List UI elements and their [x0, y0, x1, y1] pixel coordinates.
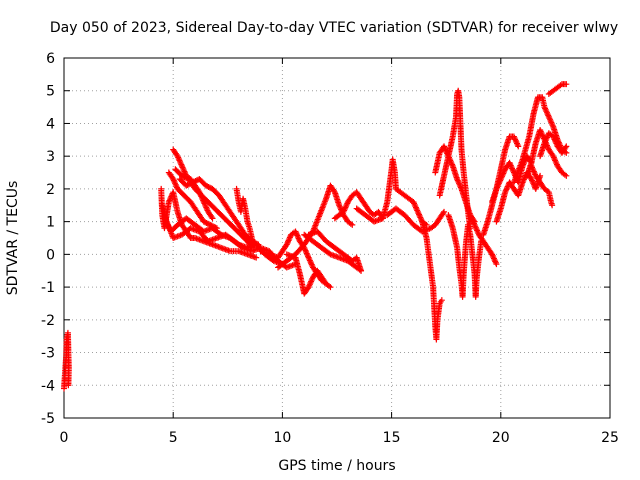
data-point	[207, 221, 214, 228]
data-point	[183, 182, 190, 189]
data-point	[203, 219, 210, 226]
data-point	[178, 172, 185, 179]
data-point	[181, 174, 188, 181]
data-point	[213, 225, 220, 232]
y-axis-ticks: -5 -4 -3 -2 -1 0 1 2 3 4 5 6	[41, 51, 610, 427]
y-tick-label: -3	[41, 346, 55, 362]
data-point	[188, 180, 195, 187]
y-tick-label: -4	[41, 378, 55, 394]
data-point	[330, 187, 337, 194]
data-point	[187, 180, 194, 187]
y-tick-label: 5	[46, 84, 55, 100]
data-point	[515, 143, 522, 150]
data-point	[211, 223, 218, 230]
chart-title: Day 050 of 2023, Sidereal Day-to-day VTE…	[50, 20, 618, 36]
y-tick-label: 4	[46, 116, 55, 132]
data-point	[209, 215, 216, 222]
data-points	[61, 81, 570, 392]
data-point	[562, 144, 569, 151]
data-point	[202, 182, 209, 189]
x-axis-label: GPS time / hours	[278, 458, 395, 474]
data-point	[247, 243, 254, 250]
data-point	[180, 173, 187, 180]
data-point	[327, 284, 334, 291]
data-point	[543, 108, 550, 115]
data-point	[209, 223, 216, 230]
y-tick-label: 2	[46, 182, 55, 198]
data-point	[206, 221, 213, 228]
data-point	[254, 240, 261, 247]
data-point	[182, 174, 189, 181]
data-point	[563, 81, 570, 88]
y-tick-label: 1	[46, 215, 55, 231]
data-point	[204, 220, 211, 227]
data-point	[191, 178, 198, 185]
y-tick-label: -1	[41, 280, 55, 296]
data-point	[358, 267, 365, 274]
data-point	[184, 181, 191, 188]
y-tick-label: 3	[46, 149, 55, 165]
data-point	[208, 214, 215, 221]
data-point	[202, 219, 209, 226]
data-point	[563, 143, 570, 150]
plot-frame	[63, 57, 611, 419]
y-tick-label: 0	[46, 247, 55, 263]
x-tick-label: 5	[169, 430, 178, 446]
data-point	[440, 210, 447, 217]
data-point	[251, 241, 258, 248]
data-point	[65, 382, 72, 389]
y-tick-label: -2	[41, 313, 55, 329]
y-tick-label: 6	[46, 51, 55, 67]
data-point	[200, 218, 207, 225]
data-point	[549, 202, 556, 209]
x-tick-label: 0	[60, 430, 69, 446]
data-point	[253, 254, 260, 261]
data-point	[563, 172, 570, 179]
y-axis-label: SDTVAR / TECUs	[5, 181, 21, 296]
data-point	[212, 224, 219, 231]
x-tick-label: 10	[273, 430, 291, 446]
data-point	[185, 181, 192, 188]
data-point	[206, 184, 213, 191]
data-point	[438, 297, 445, 304]
data-point	[493, 261, 500, 268]
data-point	[192, 178, 199, 185]
data-point	[248, 244, 255, 251]
x-tick-label: 20	[492, 430, 510, 446]
grid-lines	[64, 58, 610, 418]
data-point	[204, 183, 211, 190]
x-tick-label: 25	[601, 430, 619, 446]
data-point	[349, 221, 356, 228]
x-tick-label: 15	[383, 430, 401, 446]
data-point	[205, 183, 212, 190]
data-point	[547, 118, 554, 125]
data-point	[208, 222, 215, 229]
data-point	[441, 208, 448, 215]
data-point	[189, 179, 196, 186]
x-axis-ticks: 0 5 10 15 20 25	[60, 58, 619, 446]
y-tick-label: -5	[41, 411, 55, 427]
data-point	[545, 113, 552, 120]
